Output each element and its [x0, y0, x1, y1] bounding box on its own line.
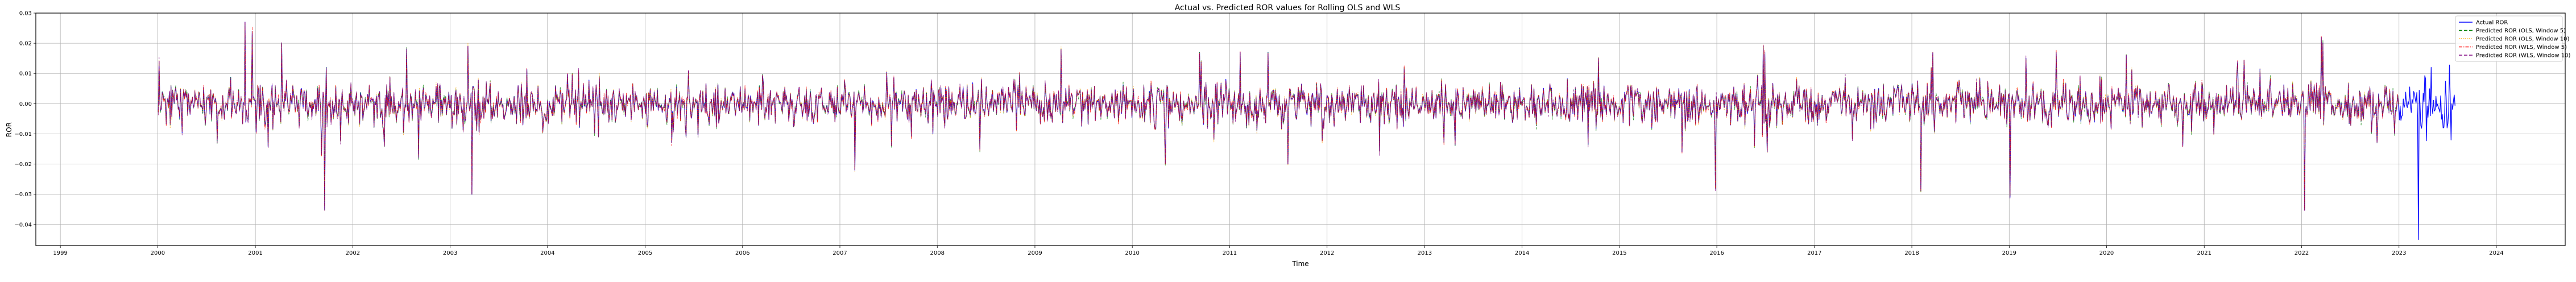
x-tick-label: 2017 — [1807, 250, 1821, 256]
x-tick-label: 2001 — [248, 250, 262, 256]
x-tick-label: 2011 — [1223, 250, 1237, 256]
legend-label: Predicted ROR (OLS, Window 5) — [2476, 28, 2566, 34]
x-tick-label: 2016 — [1709, 250, 1724, 256]
x-tick-label: 2020 — [2099, 250, 2114, 256]
y-tick-label: −0.02 — [14, 161, 32, 168]
chart-title: Actual vs. Predicted ROR values for Roll… — [1175, 3, 1401, 13]
y-tick-label: −0.01 — [14, 131, 32, 138]
x-tick-label: 2010 — [1125, 250, 1139, 256]
legend-frame — [2455, 15, 2563, 62]
y-axis-label: ROR — [5, 122, 13, 137]
x-tick-label: 2008 — [930, 250, 945, 256]
x-tick-label: 2000 — [151, 250, 165, 256]
plot-frame — [35, 13, 2566, 246]
legend: Actual ROR Predicted ROR (OLS, Window 5) P… — [2455, 15, 2570, 62]
legend-label: Predicted ROR (OLS, Window 10) — [2476, 36, 2569, 43]
x-tick-label: 2013 — [1418, 250, 1432, 256]
x-tick-label: 2015 — [1612, 250, 1626, 256]
x-tick-label: 1999 — [53, 250, 67, 256]
legend-label: Predicted ROR (WLS, Window 10) — [2476, 53, 2570, 59]
x-tick-label: 2007 — [833, 250, 847, 256]
series-layer — [158, 22, 2455, 240]
x-tick-label: 2002 — [346, 250, 360, 256]
x-tick-label: 2003 — [443, 250, 457, 256]
y-tick-label: −0.03 — [14, 192, 32, 198]
y-tick-label: −0.04 — [14, 222, 32, 228]
x-tick-label: 2014 — [1515, 250, 1529, 256]
y-tick-label: 0.03 — [19, 11, 32, 17]
x-tick-label: 2004 — [540, 250, 554, 256]
axis-ticks: 1999 2000 2001 2002 2003 2004 2005 2006 2007 2008… — [14, 11, 2503, 257]
x-axis-label: Time — [1291, 260, 1308, 268]
x-tick-label: 2019 — [2002, 250, 2016, 256]
x-tick-label: 2006 — [735, 250, 749, 256]
series-line-wls-10 — [158, 22, 2399, 212]
x-tick-label: 2012 — [1320, 250, 1334, 256]
y-tick-label: 0.02 — [19, 41, 32, 47]
x-tick-label: 2021 — [2197, 250, 2211, 256]
legend-label: Predicted ROR (WLS, Window 5) — [2476, 44, 2567, 51]
x-tick-label: 2009 — [1028, 250, 1042, 256]
x-tick-label: 2022 — [2295, 250, 2309, 256]
x-tick-label: 2023 — [2392, 250, 2406, 256]
legend-label: Actual ROR — [2476, 20, 2508, 26]
x-tick-label: 2024 — [2489, 250, 2503, 256]
x-tick-label: 2018 — [1904, 250, 1919, 256]
y-tick-label: 0.01 — [19, 71, 32, 77]
y-tick-label: 0.00 — [19, 101, 32, 107]
x-tick-label: 2005 — [638, 250, 652, 256]
